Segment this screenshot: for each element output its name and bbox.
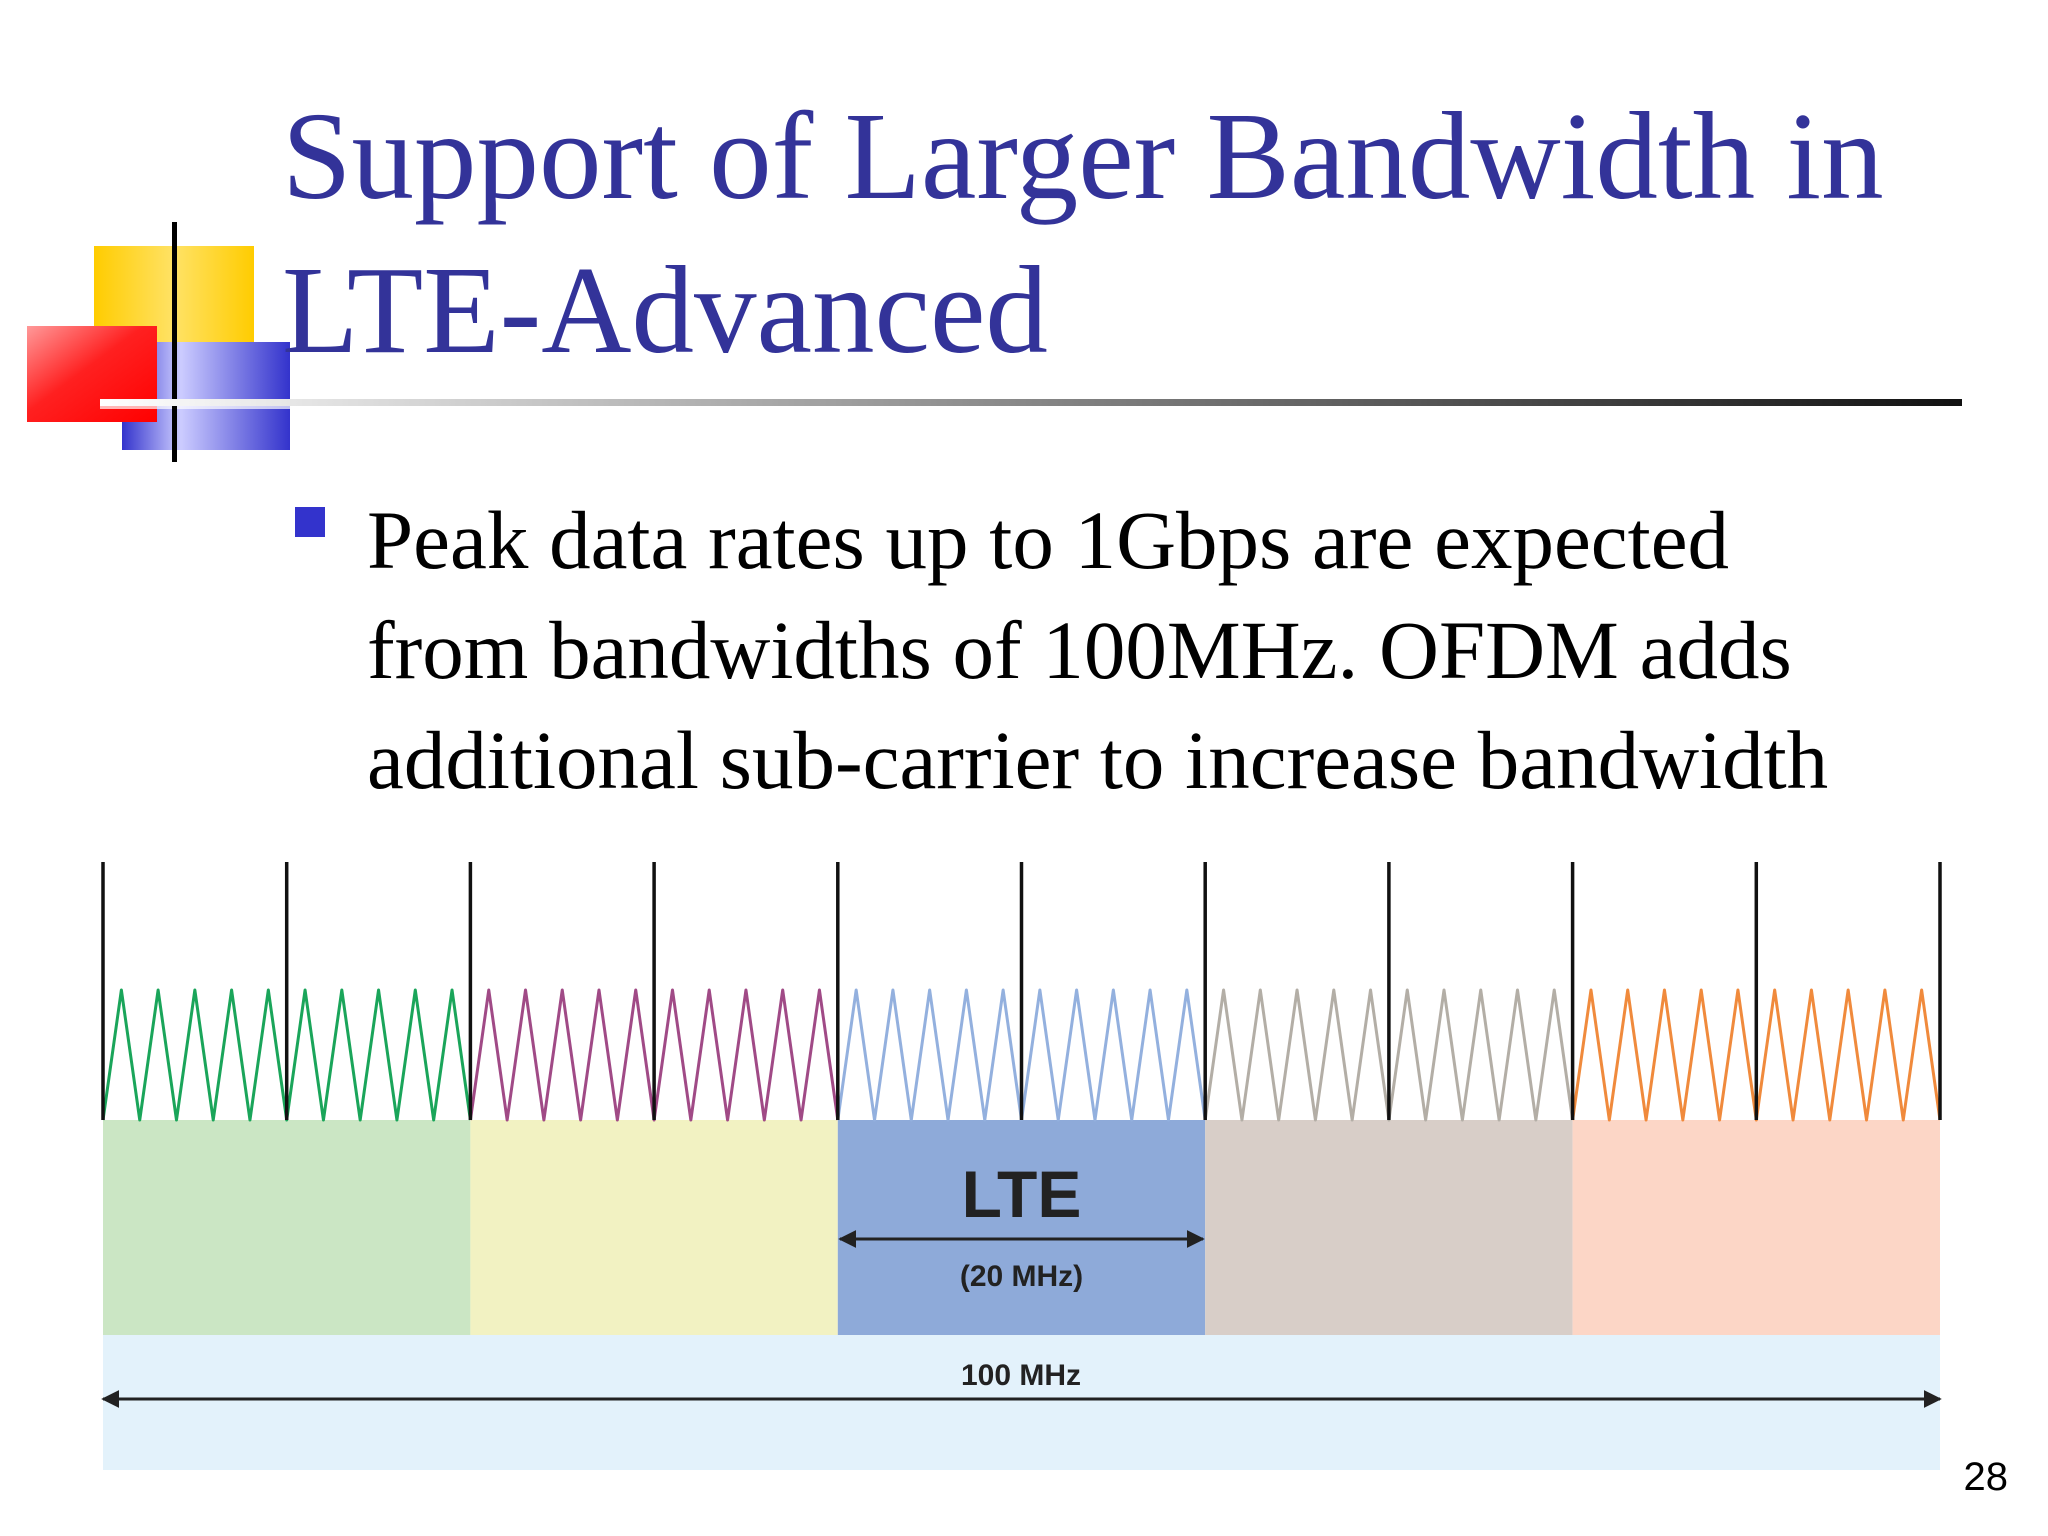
total-bandwidth-band [103, 1335, 1940, 1470]
lte-width-label: (20 MHz) [960, 1260, 1083, 1293]
total-bandwidth-label: 100 MHz [961, 1359, 1081, 1392]
carrier-block [103, 1120, 471, 1335]
bullet-point: Peak data rates up to 1Gbps are expected… [367, 485, 2007, 815]
slide-title-line: Support of Larger Bandwidth in [282, 88, 1884, 226]
carrier-block [1205, 1120, 1573, 1335]
carrier-block [1572, 1120, 1940, 1335]
bullet-line: from bandwidths of 100MHz. OFDM adds [367, 604, 1792, 696]
bullet-line: additional sub-carrier to increase bandw… [367, 714, 1829, 806]
carrier-block [470, 1120, 838, 1335]
slide-title-line: LTE-Advanced [282, 242, 1048, 380]
lte-label: LTE [962, 1157, 1082, 1231]
title-underline [100, 399, 1962, 406]
bullet-line: Peak data rates up to 1Gbps are expected [367, 494, 1730, 586]
page-number: 28 [1963, 1455, 2009, 1499]
slide-title: Support of Larger Bandwidth in LTE-Advan… [282, 80, 1982, 388]
slide-logo [27, 222, 290, 462]
bullet-square-icon [295, 507, 325, 537]
bandwidth-diagram: LTE (20 MHz) 100 MHz [101, 862, 1942, 1470]
carrier-block [837, 1120, 1206, 1335]
